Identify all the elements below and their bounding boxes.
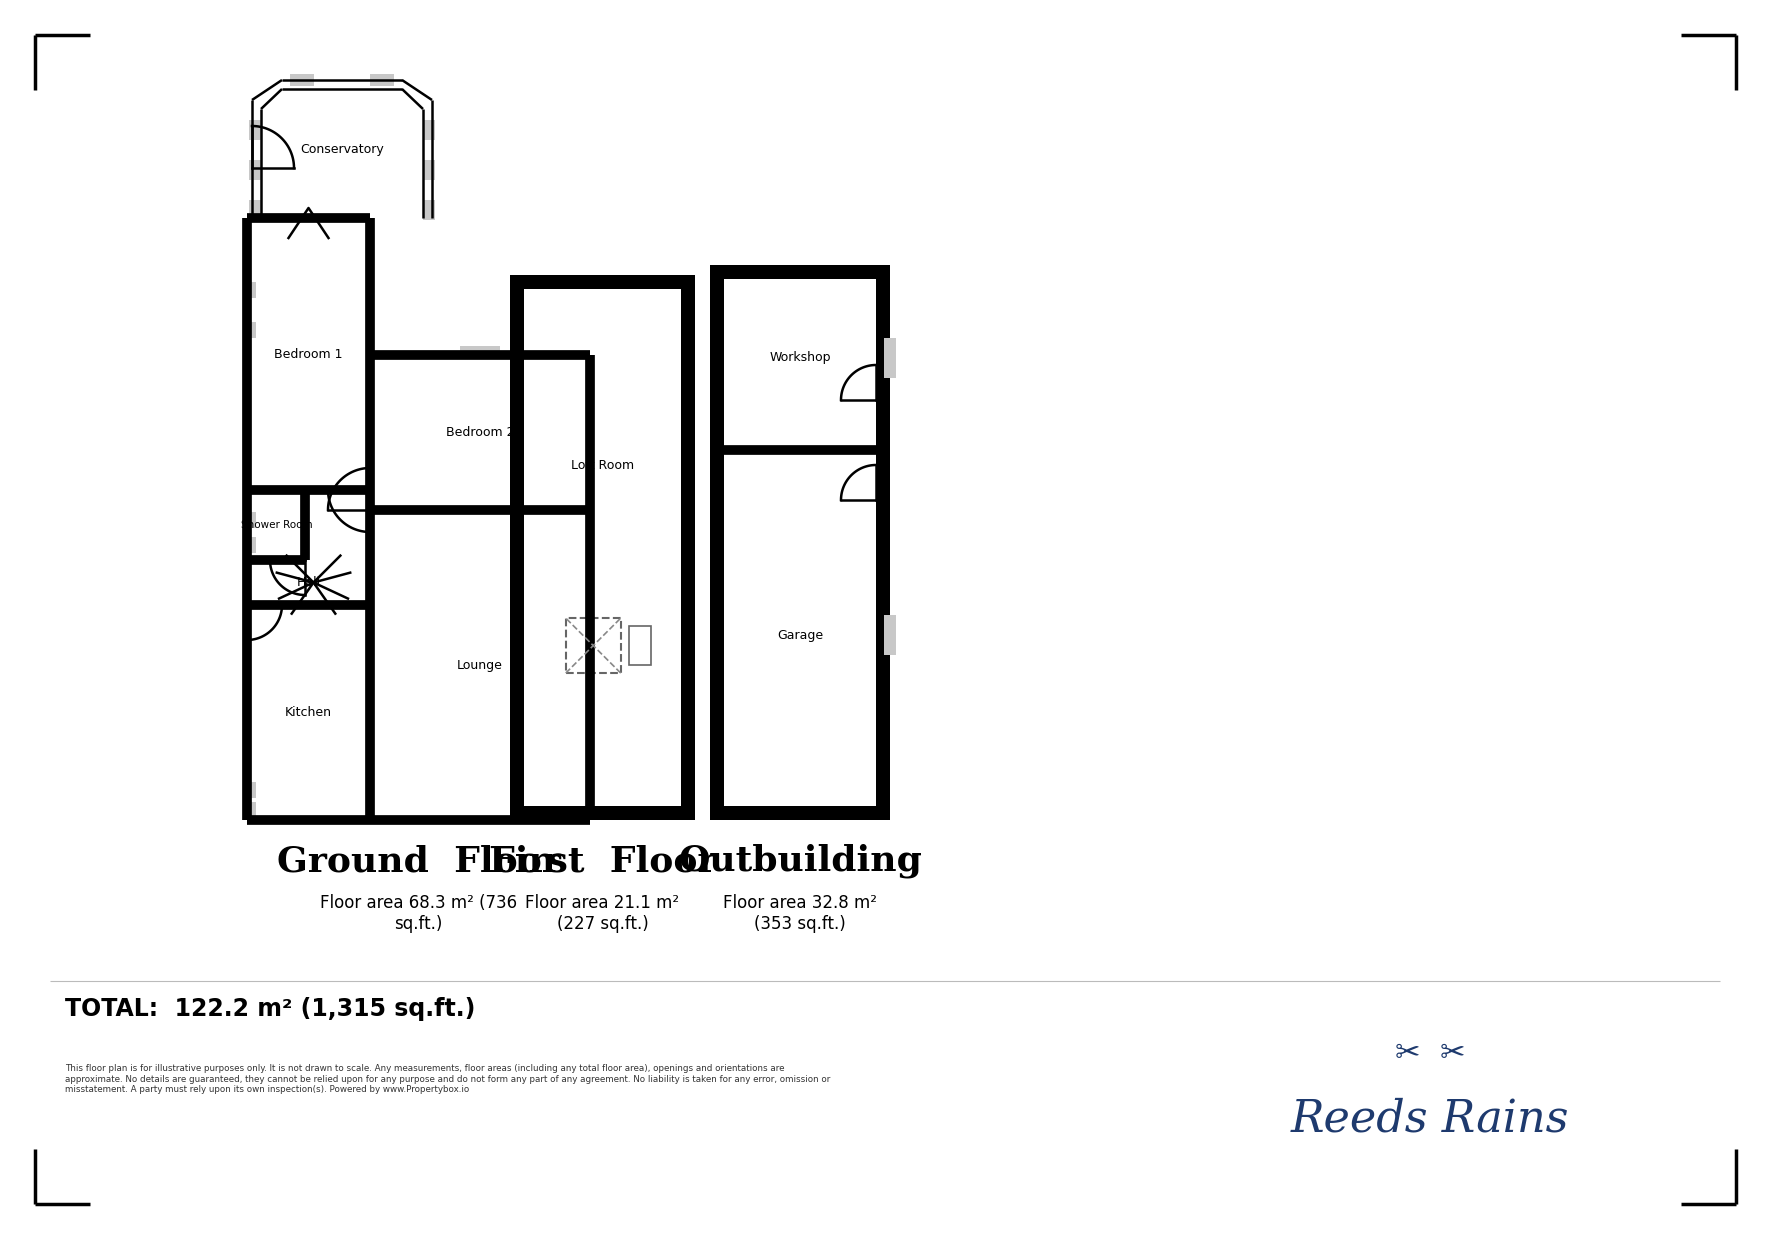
Text: ✂  ✂: ✂ ✂ [1396,1040,1465,1068]
Text: Shower Room: Shower Room [241,520,313,530]
Text: Floor area 68.3 m² (736
sq.ft.): Floor area 68.3 m² (736 sq.ft.) [321,895,517,933]
Bar [884,615,896,655]
Text: TOTAL:  122.2 m² (1,315 sq.ft.): TOTAL: 122.2 m² (1,315 sq.ft.) [66,997,475,1021]
Bar [250,160,260,180]
Bar [510,275,694,820]
Bar [244,536,257,553]
Bar [724,279,877,807]
Text: Hall: Hall [296,576,321,589]
Text: Ground  Floor: Ground Floor [276,844,560,878]
Text: Lounge: Lounge [457,658,503,672]
Bar [423,160,436,180]
Bar [460,346,499,358]
Text: Floor area 32.8 m²
(353 sq.ft.): Floor area 32.8 m² (353 sq.ft.) [723,895,877,933]
Bar [423,120,436,140]
Bar [565,618,622,673]
Text: Workshop: Workshop [769,351,831,364]
Text: Outbuilding: Outbuilding [678,844,923,878]
Bar [629,626,650,665]
Bar [370,74,393,85]
Text: Reeds Rains: Reeds Rains [1291,1098,1569,1141]
Text: Kitchen: Kitchen [285,706,331,719]
Text: Loft Room: Loft Room [570,460,634,472]
Bar [524,289,682,807]
Bar [710,265,891,820]
Bar [244,282,257,299]
Bar [244,512,257,528]
Text: Garage: Garage [777,628,824,642]
Text: Floor area 21.1 m²
(227 sq.ft.): Floor area 21.1 m² (227 sq.ft.) [526,895,680,933]
Bar [244,802,257,818]
Bar [290,74,313,85]
Bar [250,199,260,221]
Bar [884,337,896,378]
Bar [423,199,436,221]
Text: First  Floor: First Floor [489,844,715,878]
Bar [244,782,257,798]
Text: Bedroom 2: Bedroom 2 [446,426,514,439]
Text: Conservatory: Conservatory [299,142,384,156]
Bar [244,322,257,338]
Text: This floor plan is for illustrative purposes only. It is not drawn to scale. Any: This floor plan is for illustrative purp… [66,1064,831,1094]
Text: Bedroom 1: Bedroom 1 [275,347,344,361]
Bar [250,120,260,140]
